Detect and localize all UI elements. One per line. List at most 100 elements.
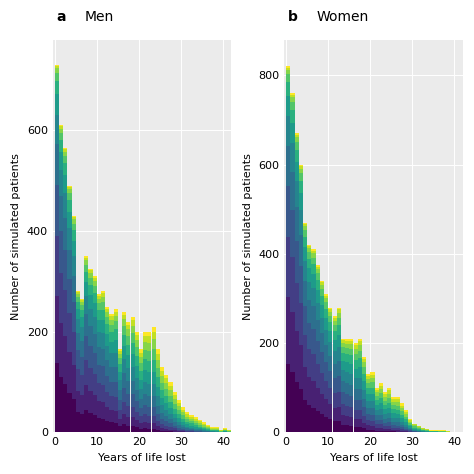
- Bar: [156, 421, 160, 426]
- Bar: [55, 68, 59, 73]
- Bar: [109, 342, 114, 354]
- Bar: [387, 388, 392, 391]
- Bar: [307, 300, 311, 323]
- Bar: [59, 127, 63, 129]
- Bar: [370, 421, 374, 426]
- Bar: [408, 420, 412, 421]
- Bar: [291, 257, 294, 312]
- Bar: [143, 405, 147, 414]
- Bar: [379, 415, 383, 420]
- Bar: [76, 319, 80, 333]
- Bar: [126, 367, 130, 381]
- Bar: [181, 429, 185, 430]
- Bar: [72, 216, 76, 217]
- Bar: [320, 305, 324, 318]
- Bar: [80, 300, 84, 302]
- Bar: [168, 396, 173, 401]
- Bar: [181, 412, 185, 415]
- Bar: [379, 430, 383, 432]
- Bar: [114, 309, 118, 311]
- Bar: [379, 409, 383, 415]
- Bar: [286, 364, 291, 432]
- Bar: [135, 366, 139, 378]
- Bar: [392, 431, 395, 432]
- Bar: [173, 418, 177, 422]
- Bar: [55, 236, 59, 296]
- Bar: [396, 431, 400, 432]
- Bar: [118, 372, 122, 380]
- Bar: [333, 421, 337, 432]
- Bar: [337, 325, 341, 335]
- Bar: [160, 390, 164, 398]
- Bar: [135, 390, 139, 401]
- Bar: [349, 384, 354, 396]
- Bar: [295, 137, 299, 142]
- Bar: [59, 196, 63, 231]
- Bar: [177, 418, 181, 421]
- Bar: [152, 416, 155, 423]
- Bar: [164, 403, 168, 410]
- Bar: [55, 145, 59, 185]
- Bar: [396, 406, 400, 410]
- Bar: [109, 319, 114, 325]
- Bar: [67, 187, 72, 189]
- Bar: [190, 429, 193, 430]
- Bar: [307, 323, 311, 348]
- Bar: [118, 349, 122, 351]
- Bar: [345, 339, 349, 341]
- Bar: [206, 427, 210, 428]
- Bar: [358, 346, 362, 351]
- Bar: [63, 164, 67, 175]
- Bar: [358, 351, 362, 358]
- Bar: [160, 412, 164, 419]
- Bar: [109, 422, 114, 432]
- Bar: [345, 406, 349, 416]
- Bar: [311, 274, 316, 288]
- Bar: [160, 383, 164, 390]
- Bar: [84, 410, 88, 432]
- Bar: [366, 420, 370, 426]
- Bar: [383, 410, 387, 414]
- Bar: [408, 428, 412, 429]
- Bar: [92, 334, 97, 353]
- Bar: [114, 397, 118, 411]
- Bar: [341, 339, 345, 340]
- Bar: [92, 317, 97, 334]
- Bar: [354, 400, 358, 410]
- Bar: [101, 293, 105, 297]
- Bar: [404, 431, 408, 432]
- Bar: [143, 350, 147, 359]
- Bar: [345, 383, 349, 394]
- Bar: [291, 109, 294, 123]
- Bar: [173, 404, 177, 409]
- Bar: [345, 341, 349, 344]
- Bar: [320, 282, 324, 285]
- Bar: [177, 410, 181, 414]
- Bar: [72, 276, 76, 301]
- Bar: [295, 142, 299, 149]
- Bar: [118, 419, 122, 427]
- Bar: [408, 430, 412, 431]
- Bar: [383, 423, 387, 426]
- Bar: [130, 317, 135, 320]
- Bar: [76, 369, 80, 391]
- Bar: [202, 431, 206, 432]
- Bar: [152, 429, 155, 432]
- Bar: [341, 343, 345, 347]
- Bar: [341, 415, 345, 425]
- Bar: [126, 426, 130, 432]
- Bar: [76, 350, 80, 369]
- Bar: [126, 394, 130, 406]
- Bar: [383, 414, 387, 419]
- Bar: [173, 428, 177, 430]
- Bar: [193, 427, 198, 428]
- Bar: [109, 316, 114, 319]
- Bar: [139, 353, 143, 357]
- Bar: [118, 351, 122, 354]
- Bar: [379, 389, 383, 393]
- Bar: [291, 97, 294, 101]
- Bar: [72, 217, 76, 219]
- Bar: [122, 402, 126, 414]
- Bar: [122, 374, 126, 388]
- Bar: [295, 330, 299, 382]
